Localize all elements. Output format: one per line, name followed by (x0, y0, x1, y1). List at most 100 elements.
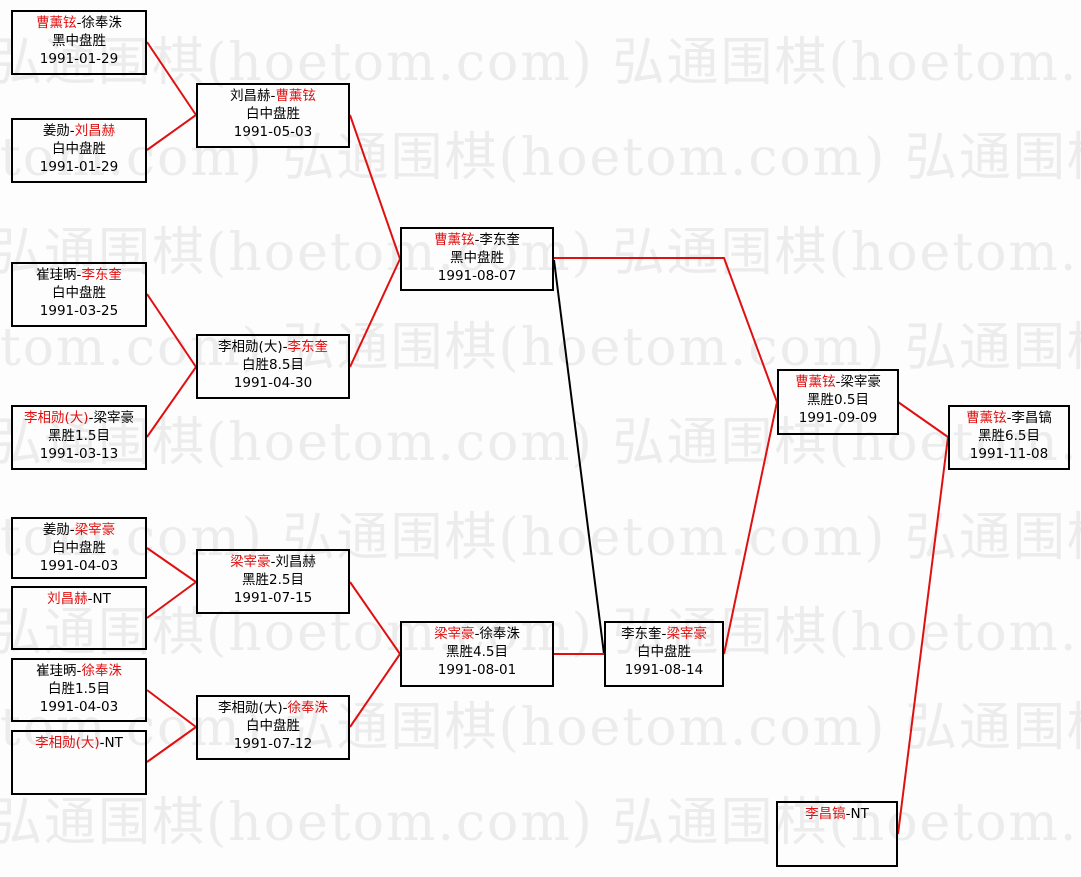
match-players: 李昌镐-NT (778, 805, 896, 823)
winner-name: 徐奉洙 (81, 663, 122, 679)
match-players: 刘昌赫-NT (13, 590, 145, 608)
match-date: 1991-04-03 (39, 558, 119, 574)
player-name: -徐奉洙 (474, 626, 520, 642)
connector-r5m2 (897, 436, 949, 835)
match-date: 1991-11-08 (969, 446, 1049, 462)
connector-r1m2 (146, 114, 197, 151)
player-name: 刘昌赫- (230, 88, 276, 104)
connector-r1m5 (146, 547, 197, 583)
match-box-r1m4[interactable]: 李相勋(大)-梁宰豪 黑胜1.5目 1991-03-13 (11, 405, 147, 470)
connector-r3m1-loser (553, 259, 605, 655)
match-box-r1m6[interactable]: 刘昌赫-NT (11, 586, 147, 650)
match-date: 1991-03-25 (39, 303, 119, 319)
winner-name: 刘昌赫 (74, 123, 116, 139)
winner-name: 李相勋(大) (24, 410, 89, 426)
player-name: 崔珪昞- (36, 267, 82, 283)
winner-name: 梁宰豪 (666, 626, 707, 642)
match-box-r5m1[interactable]: 曹薰铉-梁宰豪黑胜0.5目 1991-09-09 (777, 369, 899, 435)
match-date: 1991-01-29 (39, 51, 119, 67)
match-box-r1m1[interactable]: 曹薰铉-徐奉洙 黑中盘胜 1991-01-29 (11, 10, 147, 75)
winner-name: 曹薰铉 (36, 15, 77, 31)
match-players: 李相勋(大)-徐奉洙 (198, 699, 348, 717)
player-name: -梁宰豪 (835, 374, 881, 390)
match-players: 李相勋(大)-NT (13, 734, 145, 752)
match-date: 1991-01-29 (39, 159, 119, 175)
match-players: 曹薰铉-李东奎 (402, 231, 552, 249)
match-box-final[interactable]: 曹薰铉-李昌镐 黑胜6.5目 1991-11-08 (948, 405, 1070, 470)
player-name: -李东奎 (474, 232, 520, 248)
player-name: 李相勋(大)- (218, 339, 288, 355)
player-name: 李相勋(大)- (218, 700, 288, 716)
match-result: 白中盘胜 (246, 718, 300, 734)
player-name: -刘昌赫 (270, 554, 316, 570)
match-date: 1991-07-15 (233, 590, 313, 606)
match-box-r2m3[interactable]: 梁宰豪-刘昌赫 黑胜2.5目 1991-07-15 (196, 549, 350, 614)
match-result: 黑中盘胜 (450, 250, 504, 266)
match-date: 1991-03-13 (39, 446, 119, 462)
match-box-r4m1[interactable]: 李东奎-梁宰豪 白中盘胜 1991-08-14 (604, 621, 724, 687)
connector-r2m4 (349, 653, 401, 728)
match-box-r1m2[interactable]: 姜勋-刘昌赫 白中盘胜 1991-01-29 (11, 118, 147, 183)
winner-name: 刘昌赫 (47, 591, 88, 607)
winner-name: 梁宰豪 (74, 522, 116, 538)
match-players: 姜勋-刘昌赫 (13, 122, 145, 140)
connector-r2m2 (349, 258, 401, 368)
match-result: 黑胜1.5目 (48, 428, 110, 444)
match-box-r1m3[interactable]: 崔珪昞-李东奎 白中盘胜 1991-03-25 (11, 262, 147, 327)
match-players: 李相勋(大)-梁宰豪 (13, 409, 145, 427)
match-result: 白中盘胜 (52, 285, 106, 301)
player-name: -NT (87, 591, 111, 607)
winner-name: 梁宰豪 (230, 554, 271, 570)
player-name: -NT (99, 735, 123, 751)
winner-name: 李东奎 (81, 267, 122, 283)
match-box-r1m7[interactable]: 崔珪昞-徐奉洙 白胜1.5目 1991-04-03 (11, 658, 147, 722)
match-players: 李东奎-梁宰豪 (606, 625, 722, 643)
match-players: 李相勋(大)-李东奎 (198, 338, 348, 356)
connector-r1m6 (146, 581, 197, 619)
connector-r1m7 (146, 689, 197, 728)
connector-r1m8 (146, 726, 197, 763)
connector-r1m3 (146, 293, 197, 368)
winner-name: 曹薰铉 (795, 374, 836, 390)
match-players: 梁宰豪-徐奉洙 (402, 625, 552, 643)
match-date: 1991-08-07 (437, 268, 517, 284)
match-box-r2m4[interactable]: 李相勋(大)-徐奉洙 白中盘胜 1991-07-12 (196, 695, 350, 760)
connector-r4m1 (723, 401, 778, 655)
match-players: 曹薰铉-徐奉洙 (13, 14, 145, 32)
match-date: 1991-09-09 (798, 410, 878, 426)
match-date: 1991-07-12 (233, 736, 313, 752)
winner-name: 曹薰铉 (434, 232, 475, 248)
match-players: 崔珪昞-李东奎 (13, 266, 145, 284)
winner-name: 梁宰豪 (434, 626, 475, 642)
match-box-r3m1[interactable]: 曹薰铉-李东奎 黑中盘胜 1991-08-07 (400, 227, 554, 291)
match-box-r2m2[interactable]: 李相勋(大)-李东奎 白胜8.5目 1991-04-30 (196, 334, 350, 399)
winner-name: 李昌镐 (805, 806, 846, 822)
connector-r2m3 (349, 581, 401, 655)
match-result: 白中盘胜 (52, 540, 106, 556)
winner-name: 曹薰铉 (275, 88, 316, 104)
match-result: 黑中盘胜 (52, 33, 106, 49)
match-box-r5m2[interactable]: 李昌镐-NT (776, 801, 898, 867)
match-result: 白中盘胜 (52, 141, 106, 157)
match-players: 崔珪昞-徐奉洙 (13, 662, 145, 680)
match-result: 白中盘胜 (246, 106, 300, 122)
match-result: 黑胜0.5目 (807, 392, 869, 408)
match-date: 1991-04-30 (233, 375, 313, 391)
winner-name: 曹薰铉 (966, 410, 1007, 426)
connector-r5m1 (897, 401, 949, 438)
match-box-r2m1[interactable]: 刘昌赫-曹薰铉 白中盘胜 1991-05-03 (196, 83, 350, 148)
match-result: 黑胜6.5目 (978, 428, 1040, 444)
match-result: 白中盘胜 (637, 644, 691, 660)
player-name: -徐奉洙 (76, 15, 122, 31)
winner-name: 徐奉洙 (287, 700, 328, 716)
player-name: 姜勋- (42, 522, 75, 538)
winner-name: 李相勋(大) (35, 735, 100, 751)
match-box-r3m2[interactable]: 梁宰豪-徐奉洙 黑胜4.5目 1991-08-01 (400, 621, 554, 687)
player-name: 姜勋- (42, 123, 75, 139)
match-players: 刘昌赫-曹薰铉 (198, 87, 348, 105)
match-players: 梁宰豪-刘昌赫 (198, 553, 348, 571)
match-box-r1m5[interactable]: 姜勋-梁宰豪白中盘胜 1991-04-03 (11, 517, 147, 579)
match-box-r1m8[interactable]: 李相勋(大)-NT (11, 730, 147, 795)
connector-r3m1 (554, 257, 778, 403)
